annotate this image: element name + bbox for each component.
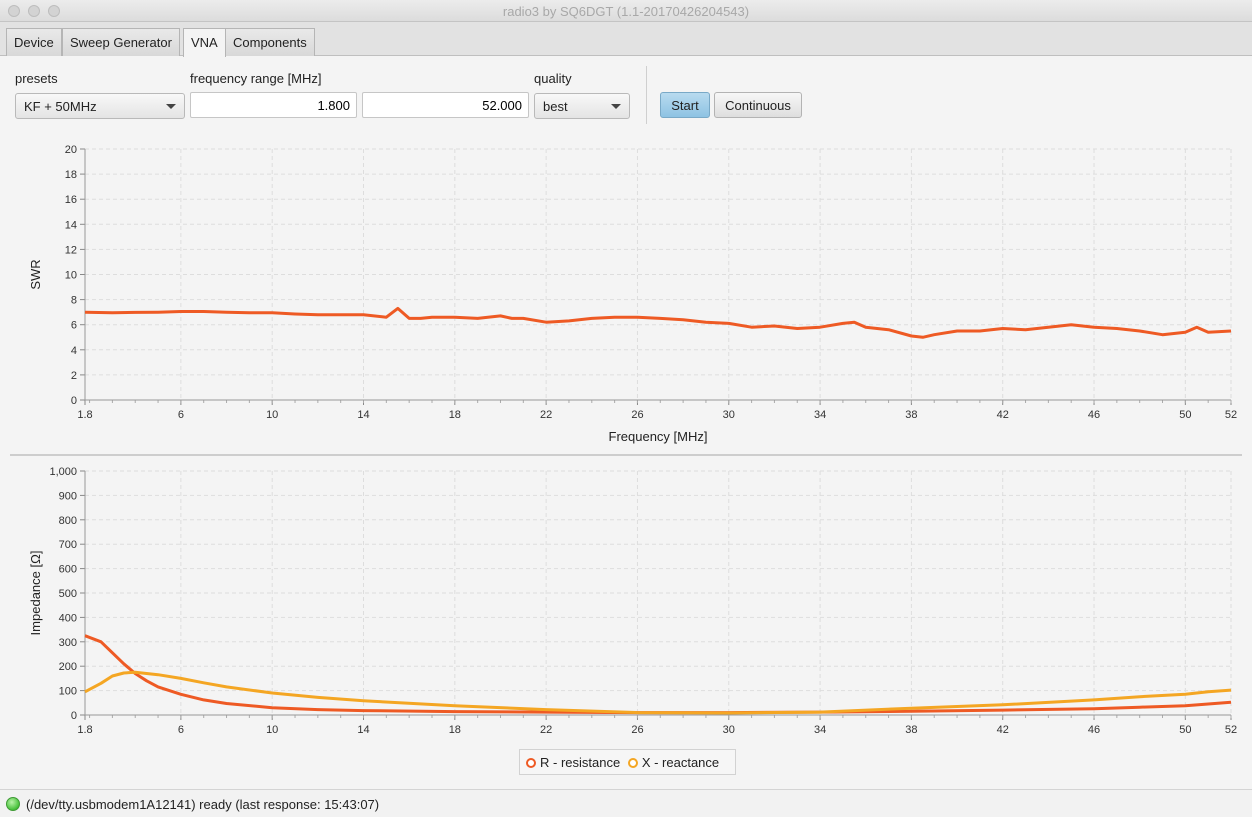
swr-xtick-label: 10 <box>266 409 278 421</box>
impedance-xtick-label: 52 <box>1225 724 1237 736</box>
swr-ytick-label: 18 <box>65 169 77 181</box>
tab-vna[interactable]: VNA <box>183 28 226 57</box>
swr-y-axis-label: SWR <box>28 259 43 289</box>
freq-end-input[interactable] <box>362 92 529 118</box>
freq-start-input[interactable] <box>190 92 357 118</box>
swr-ytick-label: 6 <box>71 320 77 332</box>
swr-xtick-label: 6 <box>178 409 184 421</box>
presets-value: KF + 50MHz <box>24 99 97 114</box>
impedance-xtick-label: 26 <box>631 724 643 736</box>
impedance-xtick-label: 30 <box>723 724 735 736</box>
chevron-down-icon <box>611 104 621 109</box>
toolbar-divider <box>646 66 647 124</box>
quality-select[interactable]: best <box>534 93 630 119</box>
swr-ytick-label: 12 <box>65 244 77 256</box>
chevron-down-icon <box>166 104 176 109</box>
legend-label-reactance: X - reactance <box>641 755 720 770</box>
chart-divider <box>10 454 1242 456</box>
legend-label-resistance: R - resistance <box>540 755 621 770</box>
impedance-chart: 1.8 6 10 14 18 22 26 30 34 38 42 46 50 52 0 100 200 300 40… <box>28 466 1237 736</box>
title-bar: radio3 by SQ6DGT (1.1-20170426204543) <box>0 0 1252 22</box>
swr-x-axis-label: Frequency [MHz] <box>609 429 708 444</box>
quality-value: best <box>543 99 568 114</box>
reactance-marker-icon <box>627 758 638 768</box>
window-title: radio3 by SQ6DGT (1.1-20170426204543) <box>502 4 750 19</box>
swr-xtick-label: 52 <box>1225 409 1237 421</box>
impedance-ytick-label: 700 <box>59 539 77 551</box>
impedance-xtick-label: 1.8 <box>77 724 92 736</box>
tab-sweep-generator[interactable]: Sweep Generator <box>62 28 180 56</box>
swr-xtick-label: 1.8 <box>77 409 92 421</box>
continuous-button[interactable]: Continuous <box>714 92 802 118</box>
tab-strip: Device Sweep Generator VNA Components <box>0 22 1252 57</box>
swr-xtick-label: 46 <box>1088 409 1100 421</box>
zoom-window-button[interactable] <box>48 5 60 17</box>
swr-xtick-label: 34 <box>814 409 826 421</box>
presets-select[interactable]: KF + 50MHz <box>15 93 185 119</box>
impedance-y-axis-label: Impedance [Ω] <box>28 551 43 636</box>
minimize-window-button[interactable] <box>28 5 40 17</box>
impedance-ytick-label: 300 <box>59 637 77 649</box>
swr-xtick-label: 38 <box>905 409 917 421</box>
swr-ytick-label: 2 <box>71 370 77 382</box>
impedance-xtick-label: 6 <box>178 724 184 736</box>
swr-ytick-label: 14 <box>65 219 77 231</box>
start-button[interactable]: Start <box>660 92 710 118</box>
resistance-marker-icon <box>526 758 536 768</box>
tab-device[interactable]: Device <box>6 28 62 56</box>
swr-xtick-label: 30 <box>723 409 735 421</box>
impedance-ytick-label: 400 <box>59 612 77 624</box>
impedance-ytick-label: 900 <box>59 490 77 502</box>
legend-item-reactance: X - reactance <box>627 755 720 770</box>
impedance-xtick-label: 38 <box>905 724 917 736</box>
close-window-button[interactable] <box>8 5 20 17</box>
swr-ytick-label: 8 <box>71 295 77 307</box>
swr-chart: 1.8 6 10 14 18 22 26 30 34 38 42 46 50 52024681012141… <box>28 144 1237 444</box>
impedance-ytick-label: 200 <box>59 661 77 673</box>
status-text: (/dev/tty.usbmodem1A12141) ready (last r… <box>26 797 380 812</box>
quality-label: quality <box>534 71 572 86</box>
frequency-range-label: frequency range [MHz] <box>190 71 322 86</box>
impedance-ytick-label: 800 <box>59 515 77 527</box>
impedance-xtick-label: 22 <box>540 724 552 736</box>
impedance-ytick-label: 0 <box>71 710 77 722</box>
impedance-ytick-label: 100 <box>59 686 77 698</box>
impedance-xtick-label: 14 <box>357 724 369 736</box>
swr-xtick-label: 50 <box>1179 409 1191 421</box>
impedance-xtick-label: 34 <box>814 724 826 736</box>
swr-ytick-label: 16 <box>65 194 77 206</box>
impedance-ytick-label: 500 <box>59 588 77 600</box>
tab-components[interactable]: Components <box>225 28 315 56</box>
impedance-xtick-label: 46 <box>1088 724 1100 736</box>
legend-item-resistance: R - resistance <box>526 755 620 770</box>
impedance-xtick-label: 10 <box>266 724 278 736</box>
status-bar: (/dev/tty.usbmodem1A12141) ready (last r… <box>0 789 1252 817</box>
presets-label: presets <box>15 71 58 86</box>
swr-xtick-label: 42 <box>997 409 1009 421</box>
connection-status-icon <box>6 797 20 811</box>
swr-ytick-label: 4 <box>71 345 77 357</box>
impedance-ytick-label: 1,000 <box>49 466 77 478</box>
impedance-xtick-label: 42 <box>997 724 1009 736</box>
swr-xtick-label: 26 <box>631 409 643 421</box>
swr-xtick-label: 18 <box>449 409 461 421</box>
swr-ytick-label: 20 <box>65 144 77 156</box>
impedance-xtick-label: 50 <box>1179 724 1191 736</box>
impedance-ytick-label: 600 <box>59 564 77 576</box>
impedance-xtick-label: 18 <box>449 724 461 736</box>
swr-xtick-label: 22 <box>540 409 552 421</box>
chart-legend: R - resistance X - reactance <box>519 749 736 775</box>
swr-ytick-label: 0 <box>71 395 77 407</box>
swr-xtick-label: 14 <box>357 409 369 421</box>
swr-ytick-label: 10 <box>65 270 77 282</box>
